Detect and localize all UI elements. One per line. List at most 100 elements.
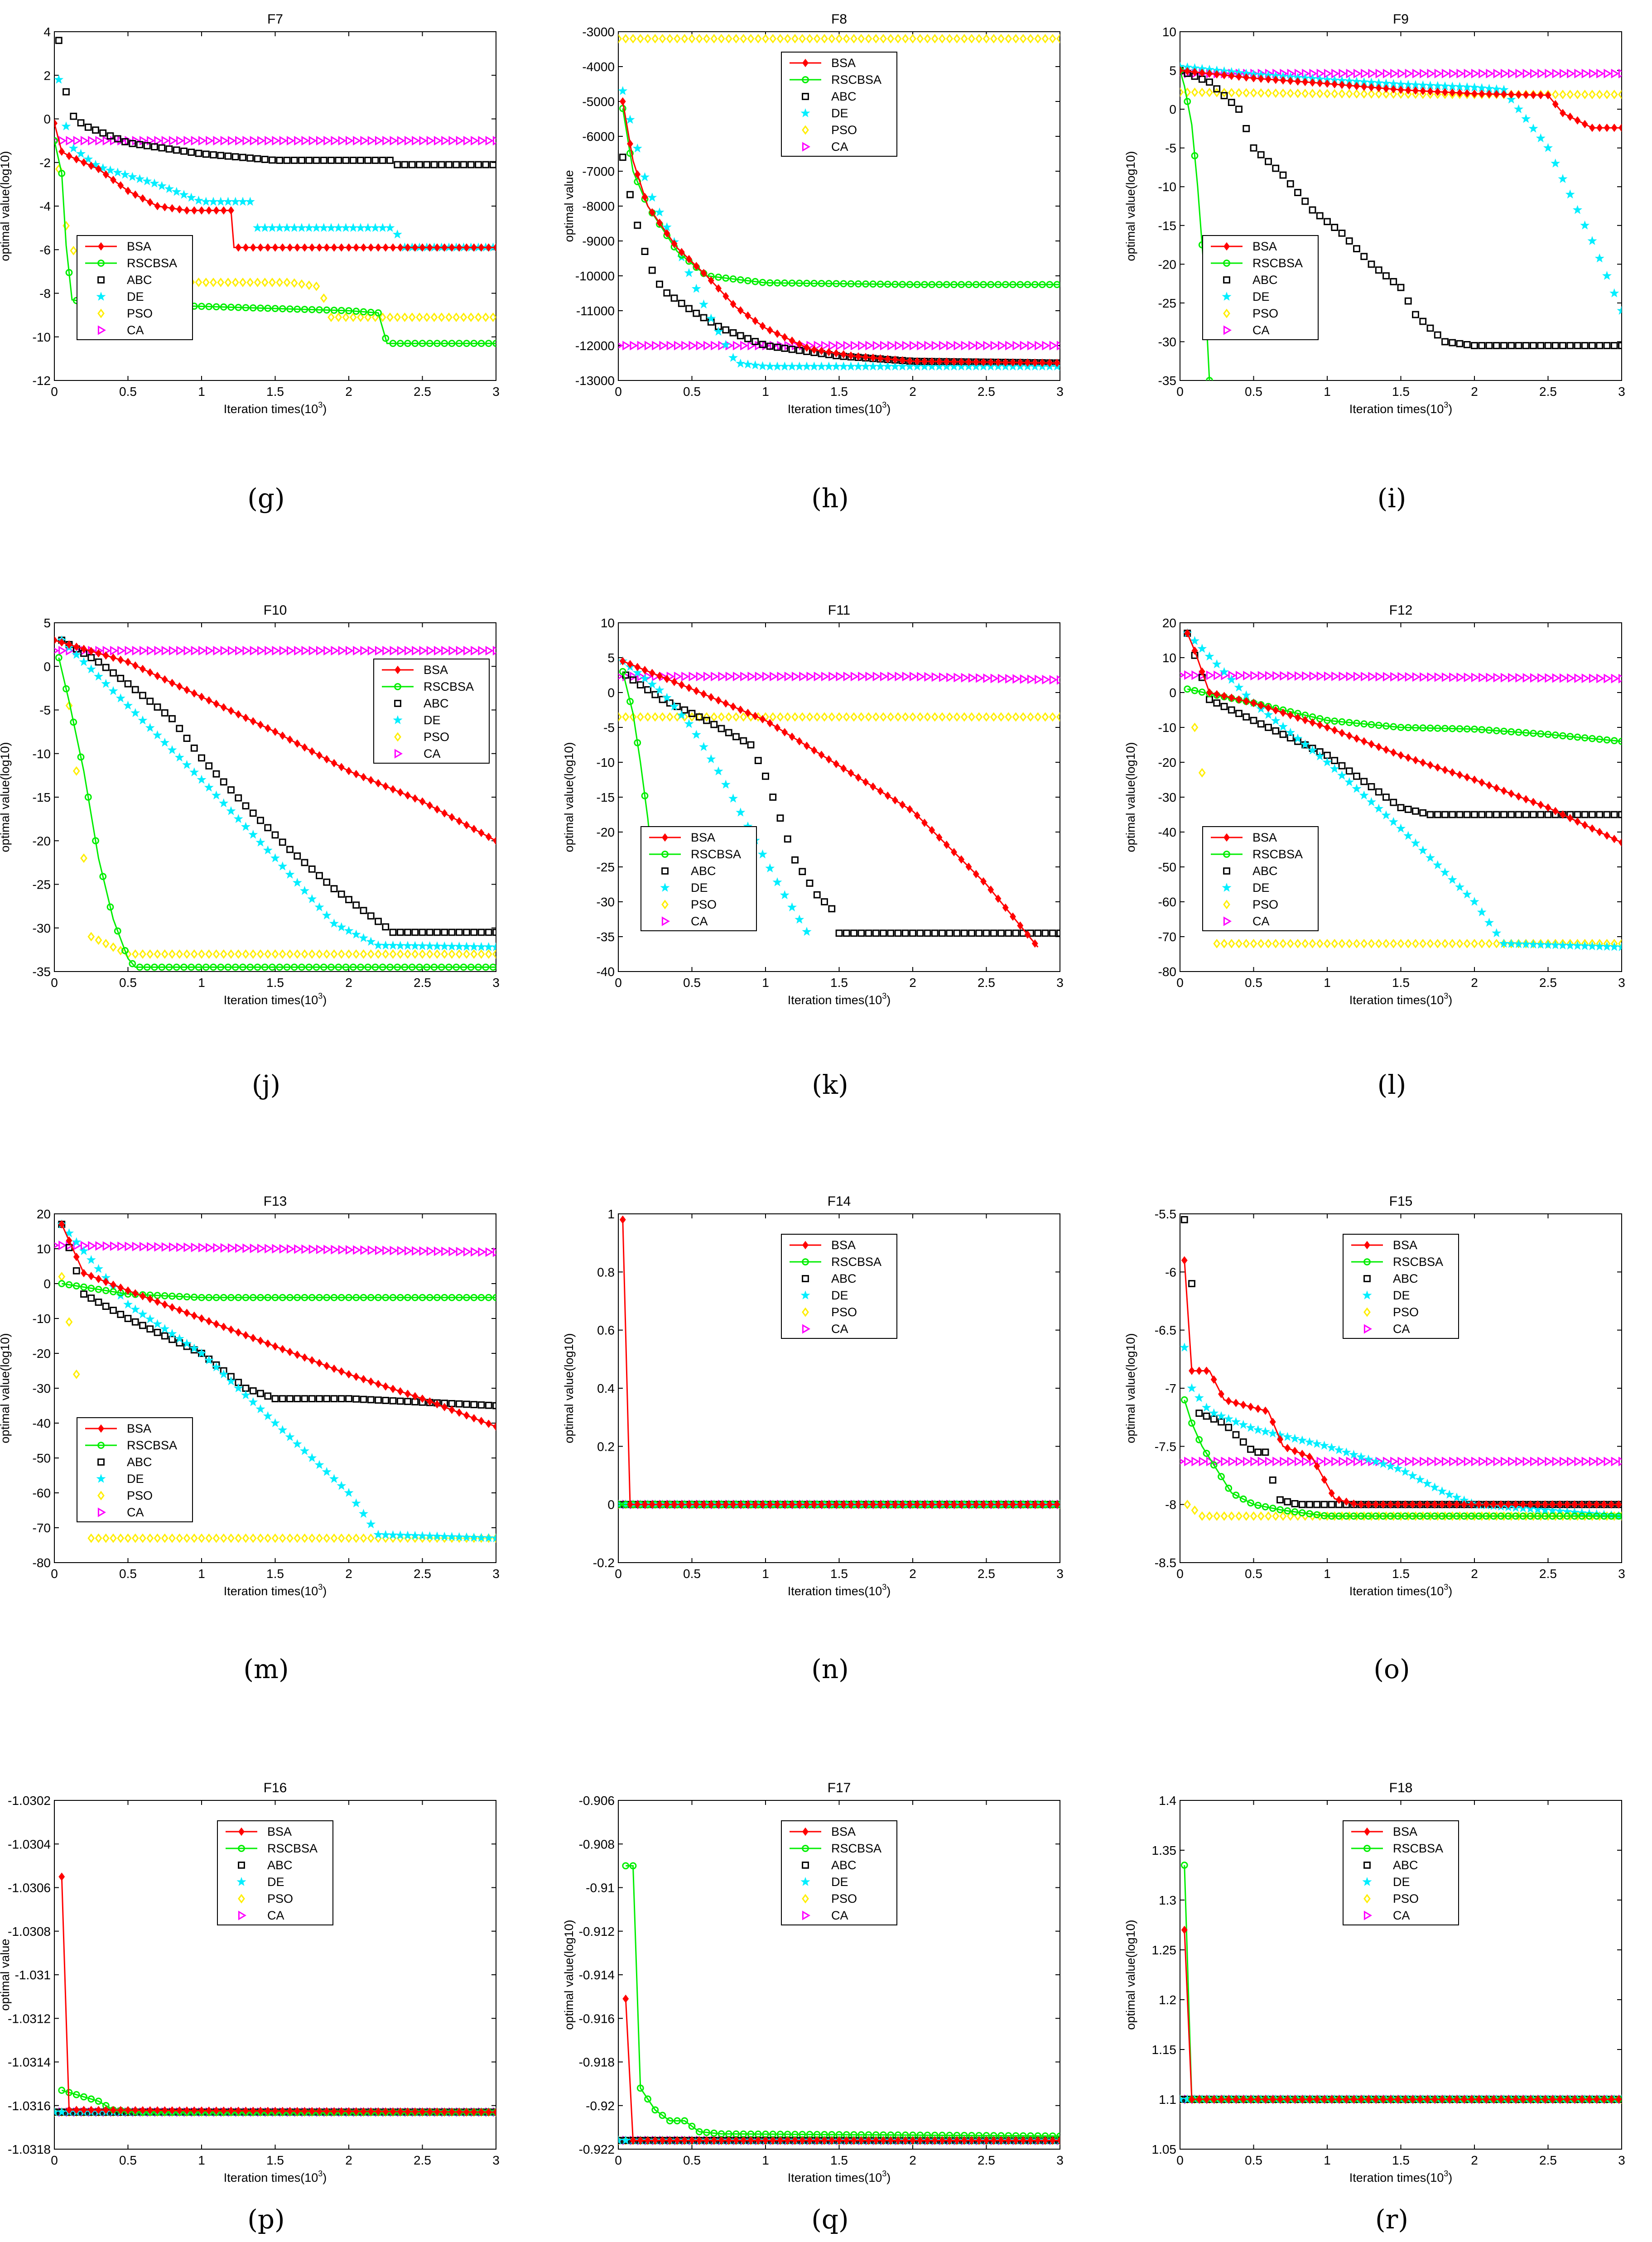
data-point: [811, 746, 818, 755]
data-point: [862, 353, 869, 361]
data-point: [88, 1272, 95, 1280]
data-point: [1415, 1474, 1425, 1484]
data-point: [1319, 1440, 1329, 1450]
data-point: [379, 157, 386, 164]
data-point: [356, 223, 366, 232]
data-point: [364, 157, 372, 164]
data-point: [1556, 1500, 1563, 1509]
data-point: [1272, 706, 1279, 715]
data-point: [106, 903, 114, 911]
data-point: [220, 303, 227, 311]
data-point: [405, 1390, 411, 1398]
data-point: [165, 145, 173, 153]
data-point: [1280, 708, 1286, 717]
data-point: [367, 243, 374, 252]
data-point: [953, 712, 961, 722]
data-point: [1530, 730, 1537, 737]
data-point: [905, 361, 915, 371]
data-point: [147, 1294, 154, 1304]
data-point: [286, 846, 294, 853]
data-point: [1456, 1457, 1465, 1467]
data-point: [1353, 68, 1362, 79]
data-point: [747, 341, 756, 351]
data-point: [426, 1294, 433, 1301]
data-point: [220, 949, 227, 959]
data-point: [1433, 860, 1443, 870]
data-point: [711, 341, 719, 351]
y-tick-label: -8: [1165, 1498, 1176, 1512]
data-point: [722, 326, 730, 334]
data-point: [113, 167, 123, 177]
data-point: [348, 223, 358, 232]
data-point: [855, 352, 862, 361]
data-point: [686, 1500, 692, 1509]
data-point: [161, 1332, 169, 1340]
data-point: [183, 2106, 190, 2115]
data-point: [1337, 770, 1347, 780]
data-point: [1483, 1500, 1489, 1509]
data-point: [713, 766, 723, 775]
data-point: [70, 245, 77, 255]
data-point: [1617, 305, 1622, 315]
series-line: [622, 108, 1060, 285]
data-point: [292, 877, 302, 887]
data-point: [1426, 324, 1434, 332]
data-point: [219, 1369, 229, 1379]
data-point: [1589, 68, 1597, 79]
x-tick-label: 2: [345, 385, 352, 399]
x-tick-label: 3: [1056, 385, 1064, 399]
data-point: [674, 2117, 681, 2125]
data-point: [1519, 1512, 1527, 1520]
data-point: [197, 775, 207, 784]
y-tick-label: -10: [1158, 180, 1176, 194]
data-point: [441, 1294, 448, 1301]
data-point: [329, 1474, 339, 1483]
data-point: [703, 671, 712, 682]
data-point: [625, 115, 635, 124]
data-point: [138, 715, 148, 725]
data-point: [1257, 151, 1265, 159]
data-point: [337, 949, 345, 959]
data-point: [681, 341, 690, 351]
data-point: [316, 306, 323, 313]
data-point: [1324, 68, 1332, 79]
data-point: [809, 361, 819, 371]
data-point: [1039, 281, 1046, 289]
series-abc: [1180, 67, 1622, 349]
data-point: [1611, 674, 1619, 683]
data-point: [632, 143, 642, 153]
data-point: [1604, 831, 1610, 840]
data-point: [1610, 90, 1618, 100]
y-tick-label: -40: [1158, 825, 1176, 839]
data-point: [1522, 91, 1529, 99]
x-axis-label-sup: 3: [1444, 991, 1448, 1001]
data-point: [1560, 109, 1566, 117]
data-point: [265, 1244, 273, 1254]
data-point: [129, 960, 136, 967]
data-point: [337, 1533, 345, 1543]
data-point: [353, 1245, 361, 1255]
data-point: [220, 136, 229, 146]
data-point: [995, 1500, 1002, 1509]
data-point: [737, 705, 744, 714]
data-point: [1574, 1457, 1583, 1467]
data-point: [117, 645, 126, 656]
data-point: [1424, 1500, 1430, 1509]
data-point: [188, 963, 195, 971]
data-point: [1447, 82, 1457, 91]
x-axis-label: Iteration times(103): [224, 1583, 327, 1598]
data-point: [114, 927, 121, 935]
x-tick-label: 0.5: [1245, 385, 1262, 399]
data-point: [301, 743, 308, 752]
data-point: [301, 136, 310, 146]
data-point: [618, 2136, 622, 2144]
y-tick-label: 10: [1162, 651, 1176, 665]
data-point: [349, 963, 357, 971]
legend-marker: [1223, 242, 1230, 251]
data-point: [102, 651, 109, 660]
data-point: [1220, 92, 1228, 100]
data-point: [87, 1533, 95, 1543]
data-point: [73, 136, 82, 146]
data-point: [1508, 673, 1517, 683]
